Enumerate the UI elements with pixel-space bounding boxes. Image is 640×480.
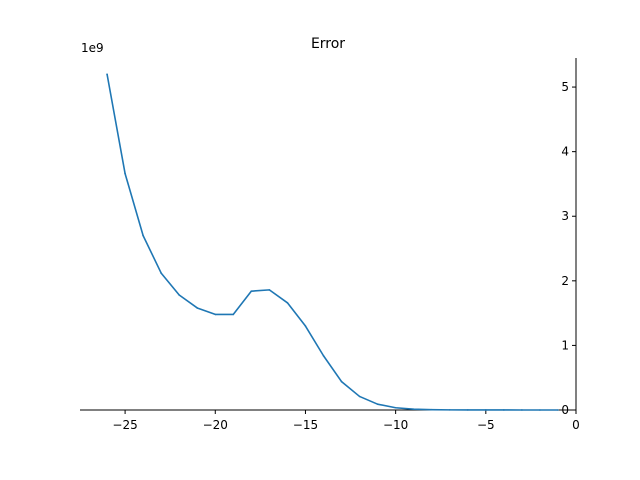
y-tick-label: 2 bbox=[561, 274, 569, 288]
data-point bbox=[394, 406, 397, 409]
axes bbox=[80, 58, 577, 411]
data-point bbox=[358, 395, 361, 398]
y-tick-label: 0 bbox=[561, 403, 569, 417]
data-point bbox=[160, 272, 162, 274]
x-tick-label: −15 bbox=[293, 418, 318, 432]
y-tick-label: 3 bbox=[561, 209, 569, 223]
data-point bbox=[557, 409, 559, 411]
x-tick-label: −25 bbox=[112, 418, 137, 432]
x-tick-label: −20 bbox=[203, 418, 228, 432]
data-point bbox=[466, 409, 469, 411]
data-point bbox=[268, 289, 271, 291]
data-point bbox=[412, 408, 415, 411]
data-point bbox=[124, 172, 126, 175]
data-point bbox=[142, 234, 144, 237]
y-tick-label: 5 bbox=[561, 80, 569, 94]
data-point bbox=[304, 325, 307, 327]
data-point bbox=[322, 354, 325, 357]
data-point bbox=[232, 313, 235, 316]
y-axis-ticks: 0 1 2 3 4 5 bbox=[561, 80, 576, 417]
data-point bbox=[521, 409, 523, 411]
series-group bbox=[106, 73, 559, 411]
x-tick-label: 0 bbox=[572, 418, 580, 432]
data-point bbox=[196, 307, 199, 309]
data-point bbox=[430, 408, 433, 411]
data-point bbox=[376, 403, 379, 405]
y-axis-offset-label: 1e9 bbox=[81, 41, 104, 55]
data-point bbox=[539, 409, 541, 411]
data-point bbox=[250, 290, 253, 292]
data-point bbox=[448, 409, 451, 411]
y-tick-label: 4 bbox=[561, 145, 569, 159]
data-point bbox=[106, 73, 108, 75]
series-line bbox=[106, 74, 558, 411]
x-axis-ticks: −25 −20 −15 −10 −5 0 bbox=[112, 410, 580, 432]
x-tick-label: −5 bbox=[477, 418, 495, 432]
data-point bbox=[178, 294, 180, 296]
data-point bbox=[503, 409, 505, 411]
chart-title: Error bbox=[311, 36, 345, 52]
data-point bbox=[286, 301, 289, 304]
x-tick-label: −10 bbox=[383, 418, 408, 432]
data-point bbox=[340, 380, 343, 383]
data-point bbox=[214, 313, 217, 316]
data-point bbox=[485, 409, 487, 411]
y-tick-label: 1 bbox=[561, 338, 569, 352]
